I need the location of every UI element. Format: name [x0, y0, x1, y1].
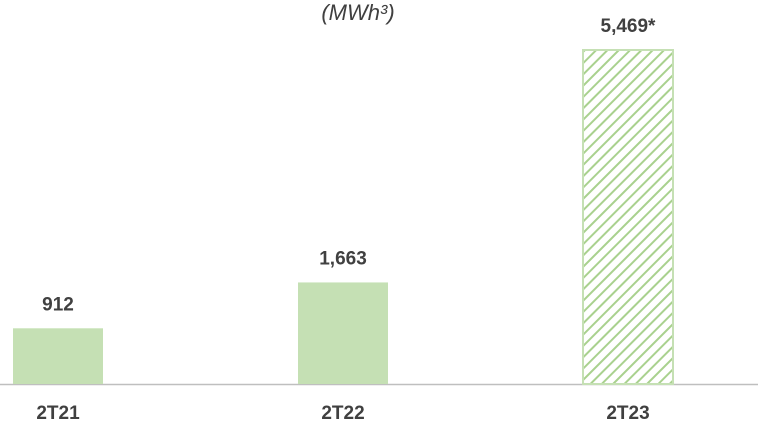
- bar: [298, 282, 388, 384]
- value-label: 1,663: [319, 248, 367, 269]
- bar: [582, 49, 674, 385]
- value-label: 912: [42, 294, 74, 315]
- chart-title: (MWh³): [321, 0, 394, 25]
- bar: [13, 328, 103, 384]
- x-tick-label: 2T23: [606, 403, 649, 424]
- x-tick-label: 2T21: [36, 403, 80, 424]
- x-tick-label: 2T22: [321, 403, 364, 424]
- value-label: 5,469*: [601, 16, 657, 37]
